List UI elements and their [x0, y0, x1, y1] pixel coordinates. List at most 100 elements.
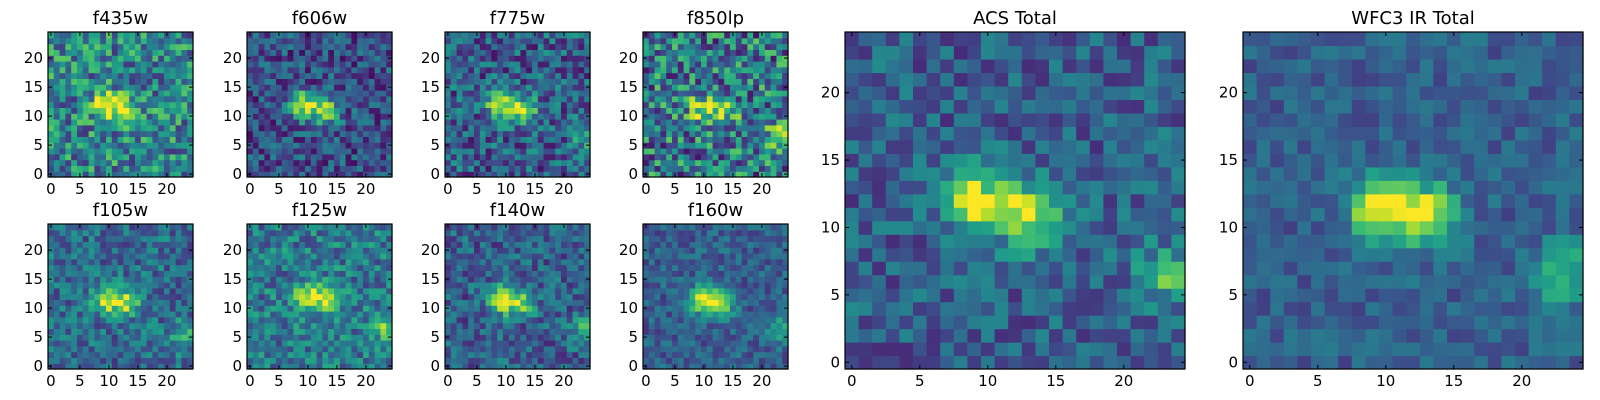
heatmap-cell [164, 316, 171, 324]
heatmap-cell [53, 142, 61, 149]
heatmap-cell [666, 95, 673, 103]
heatmap-cell [135, 264, 142, 271]
heatmap-cell [368, 136, 376, 143]
heatmap-cell [764, 328, 772, 335]
heatmap-cell [357, 241, 364, 248]
heatmap-cell [485, 322, 492, 329]
heatmap-cell [287, 299, 294, 306]
heatmap-cell [310, 142, 318, 149]
heatmap-cell [363, 345, 370, 353]
heatmap-cell [462, 235, 469, 242]
heatmap-cell [328, 107, 335, 114]
heatmap-cell [135, 66, 142, 74]
heatmap-cell [514, 43, 521, 50]
heatmap-cell [770, 130, 777, 137]
heatmap-cell [689, 276, 696, 283]
heatmap-cell [537, 130, 545, 137]
heatmap-cell [712, 322, 719, 329]
heatmap-cell [252, 55, 260, 62]
heatmap-cell [181, 119, 188, 126]
heatmap-cell [123, 148, 130, 155]
heatmap-cell [276, 235, 283, 242]
heatmap-cell [247, 253, 254, 260]
heatmap-cell [654, 351, 661, 358]
heatmap-cell [140, 49, 148, 56]
heatmap-cell [140, 101, 148, 108]
heatmap-cell [462, 224, 469, 231]
heatmap-cell [701, 90, 708, 97]
heatmap-cell [706, 84, 714, 91]
heatmap-cell [380, 282, 387, 289]
heatmap-cell [252, 113, 260, 120]
heatmap-cell [281, 130, 289, 137]
heatmap-cell [566, 113, 574, 120]
heatmap-cell [549, 229, 556, 237]
heatmap-cell [316, 136, 323, 143]
heatmap-cell [305, 270, 312, 277]
heatmap-cell [293, 357, 300, 364]
heatmap-cell [712, 43, 719, 50]
heatmap-cell [491, 270, 498, 277]
heatmap-cell [123, 90, 130, 97]
heatmap-cell [724, 299, 731, 306]
heatmap-cell [450, 241, 458, 248]
heatmap-cell [374, 264, 381, 271]
panel-title: f125w [292, 200, 347, 221]
heatmap-cell [363, 107, 370, 114]
heatmap-cell [735, 305, 743, 312]
heatmap-cell [683, 130, 690, 137]
heatmap-cell [252, 142, 260, 149]
heatmap-cell [584, 264, 591, 271]
heatmap-cell [666, 357, 673, 364]
heatmap-cell [258, 171, 265, 178]
heatmap-cell [543, 282, 550, 289]
heatmap-cell [88, 32, 95, 39]
heatmap-cell [363, 311, 370, 318]
heatmap-cell [111, 270, 119, 277]
heatmap-cell [735, 357, 743, 364]
heatmap-cell [264, 351, 271, 358]
heatmap-cell [258, 90, 265, 97]
heatmap-cell [648, 124, 656, 132]
heatmap-cell [357, 334, 364, 341]
heatmap-cell [169, 72, 177, 79]
heatmap-cell [555, 72, 562, 79]
heatmap-cell [258, 229, 265, 237]
heatmap-cell [316, 224, 323, 231]
heatmap-cell [328, 84, 335, 91]
heatmap-cell [561, 43, 568, 50]
heatmap-cell [695, 351, 702, 358]
heatmap-cell [543, 101, 550, 108]
heatmap-cell [526, 235, 533, 242]
heatmap-cell [111, 72, 119, 79]
heatmap-cell [555, 340, 562, 347]
heatmap-cell [322, 282, 329, 289]
heatmap-cell [654, 282, 661, 289]
heatmap-cell [123, 224, 130, 231]
heatmap-cell [578, 142, 585, 149]
heatmap-cell [555, 66, 562, 74]
heatmap-cell [386, 107, 393, 114]
heatmap-cell [543, 84, 550, 91]
heatmap-cell [584, 124, 591, 132]
heatmap-cell [175, 345, 182, 353]
heatmap-cell [566, 253, 574, 260]
heatmap-cell [135, 84, 142, 91]
heatmap-cell [357, 287, 364, 295]
heatmap-cell [532, 107, 539, 114]
heatmap-cell [48, 357, 55, 364]
heatmap-cell [328, 334, 335, 341]
heatmap-cell [82, 345, 90, 353]
heatmap-cell [462, 311, 469, 318]
heatmap-cell [270, 299, 277, 306]
heatmap-cell [643, 159, 650, 166]
heatmap-cell [140, 224, 148, 231]
heatmap-cell [759, 148, 766, 155]
heatmap-cell [374, 276, 381, 283]
heatmap-cell [648, 32, 656, 39]
heatmap-cell [293, 78, 300, 85]
heatmap-cell [351, 340, 358, 347]
heatmap-cell [117, 229, 124, 237]
heatmap-cell [123, 293, 130, 300]
heatmap-cell [741, 49, 748, 56]
